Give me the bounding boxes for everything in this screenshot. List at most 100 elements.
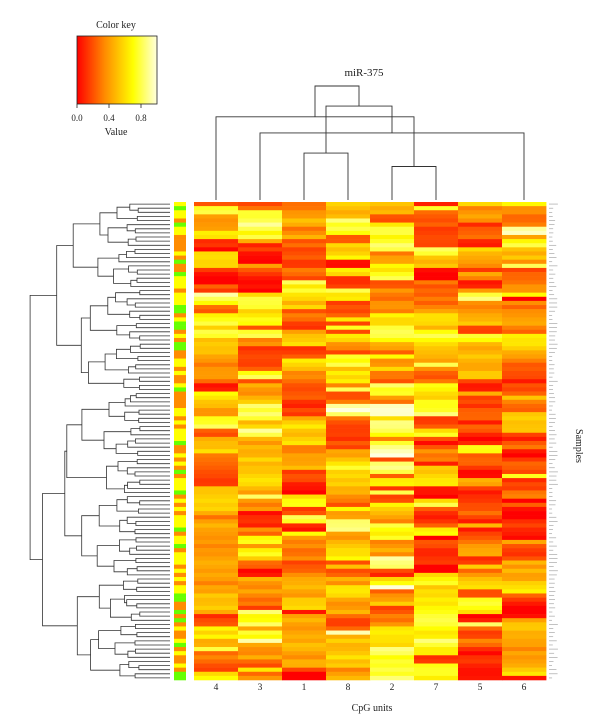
heatmap-cell <box>370 506 415 512</box>
heatmap-cell <box>370 560 415 565</box>
heatmap-cell <box>326 626 371 631</box>
heatmap-cell <box>414 305 459 310</box>
heatmap-cell <box>458 313 503 318</box>
heatmap-cell <box>458 552 503 557</box>
heatmap-cell <box>326 449 371 454</box>
heatmap-cell <box>458 230 503 236</box>
heatmap-cell <box>194 255 239 260</box>
heatmap-cell <box>414 486 459 491</box>
heatmap-cell <box>370 408 415 413</box>
heatmap-cell <box>370 230 415 236</box>
heatmap-cell <box>370 354 415 359</box>
heatmap-cell <box>326 572 371 578</box>
row-dendrogram-branch <box>81 515 100 557</box>
row-dendrogram-branch <box>110 598 132 618</box>
column-dendrogram-branch <box>391 166 437 200</box>
heatmap-cell <box>194 605 239 611</box>
heatmap-cell <box>282 581 327 586</box>
row-dendrogram-branch <box>135 624 170 629</box>
row-dendrogram-branch <box>66 424 107 478</box>
heatmap-cell <box>502 634 547 640</box>
row-dendrogram-branch <box>129 310 170 318</box>
row-dendrogram-branch <box>130 345 170 353</box>
heatmap-cell <box>414 651 459 656</box>
heatmap-cell <box>414 387 459 392</box>
heatmap-cell <box>326 288 371 293</box>
heatmap-cell <box>458 663 503 668</box>
heatmap-cell <box>502 416 547 421</box>
heatmap-cell <box>458 478 503 483</box>
heatmap-cell <box>282 630 327 635</box>
heatmap-cell <box>282 490 327 495</box>
heatmap-cell <box>502 379 547 384</box>
heatmap-cell <box>458 383 503 388</box>
heatmap-cell <box>194 675 239 681</box>
heatmap-cell <box>282 441 327 446</box>
row-dendrogram-branch <box>126 467 170 475</box>
side-color-cell <box>174 337 186 343</box>
side-color-cell <box>174 568 186 574</box>
heatmap-cell <box>238 288 283 293</box>
column-label: 8 <box>346 683 351 693</box>
heatmap-cell <box>370 239 415 244</box>
heatmap-cell <box>370 234 415 240</box>
heatmap-cell <box>326 614 371 619</box>
heatmap-cell <box>370 523 415 528</box>
heatmap-cell <box>502 572 547 578</box>
heatmap-cell <box>194 494 239 499</box>
heatmap-cell <box>282 370 327 376</box>
heatmap-cell <box>326 342 371 347</box>
heatmap-cell <box>502 568 547 574</box>
heatmap-cell <box>282 667 327 673</box>
heatmap-cell <box>194 321 239 326</box>
heatmap-cell <box>502 383 547 388</box>
side-color-cell <box>174 226 186 232</box>
heatmap-cell <box>414 358 459 364</box>
heatmap-cell <box>194 305 239 310</box>
heatmap-cell <box>194 436 239 442</box>
heatmap-cell <box>502 214 547 219</box>
heatmap-cell <box>458 568 503 574</box>
heatmap-cell <box>502 552 547 557</box>
heatmap-cell <box>502 210 547 215</box>
heatmap-cell <box>326 473 371 479</box>
heatmap-cell <box>326 234 371 240</box>
heatmap-cell <box>458 337 503 343</box>
heatmap-cell <box>282 234 327 240</box>
heatmap-cell <box>502 284 547 289</box>
heatmap-cell <box>238 263 283 269</box>
row-dendrogram-branch <box>137 450 170 456</box>
side-color-cell <box>174 222 186 228</box>
side-color-cell <box>174 531 186 537</box>
heatmap-cell <box>502 535 547 541</box>
heatmap-cell <box>326 585 371 590</box>
heatmap-cell <box>370 647 415 652</box>
row-dendrogram-branch <box>81 408 109 441</box>
chart-title: miR-375 <box>344 67 384 79</box>
heatmap-cell <box>458 379 503 384</box>
heatmap-cell <box>502 548 547 553</box>
side-color-cell <box>174 375 186 380</box>
heatmap-cell <box>194 601 239 607</box>
heatmap-cell <box>194 408 239 413</box>
heatmap-cell <box>370 379 415 384</box>
side-color-cell <box>174 309 186 314</box>
heatmap-cell <box>370 486 415 491</box>
heatmap-cell <box>414 263 459 269</box>
heatmap-cell <box>326 230 371 236</box>
heatmap-cell <box>370 333 415 339</box>
heatmap-cell <box>326 506 371 512</box>
heatmap-cell <box>370 317 415 322</box>
row-dendrogram-branch <box>134 249 170 254</box>
side-color-cell <box>174 408 186 413</box>
side-color-cell <box>174 453 186 458</box>
heatmap-cell <box>458 325 503 331</box>
heatmap-cell <box>502 469 547 475</box>
side-color-cell <box>174 597 186 603</box>
row-dendrogram-branch <box>135 648 170 654</box>
heatmap-cell <box>458 589 503 594</box>
row-dendrogram-branch <box>135 323 170 329</box>
heatmap-cell <box>194 296 239 302</box>
heatmap-cell <box>326 218 371 223</box>
row-dendrogram-branch <box>130 428 170 436</box>
